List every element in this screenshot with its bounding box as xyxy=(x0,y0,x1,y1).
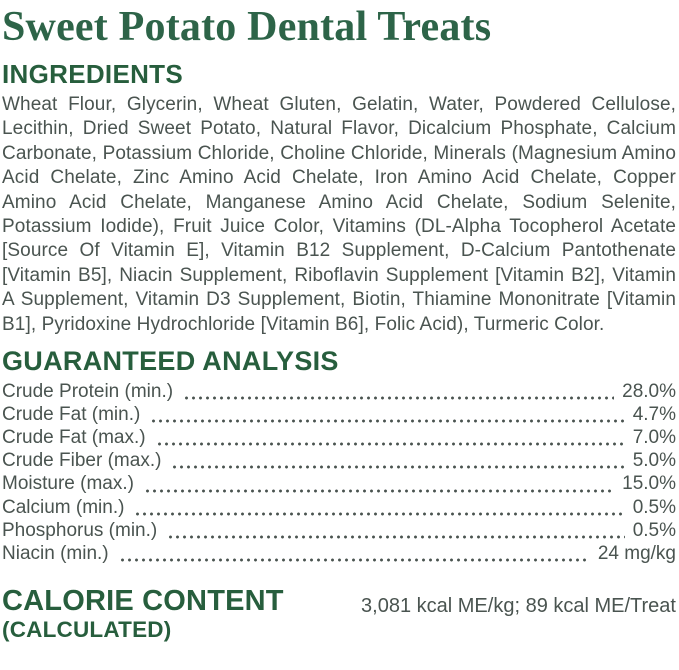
analysis-row: Moisture (max.) 15.0% xyxy=(2,472,676,495)
dot-leader xyxy=(120,551,590,562)
dot-leader xyxy=(152,413,625,424)
analysis-row-label: Calcium (min.) xyxy=(2,496,125,518)
analysis-row-label: Crude Fat (max.) xyxy=(2,427,146,449)
dot-leader xyxy=(157,436,625,447)
analysis-row-value: 4.7% xyxy=(632,404,676,426)
analysis-row-label: Phosphorus (min.) xyxy=(2,519,158,541)
guaranteed-analysis-table: Crude Protein (min.) 28.0% Crude Fat (mi… xyxy=(2,380,676,565)
analysis-row: Niacin (min.) 24 mg/kg xyxy=(2,542,676,565)
calorie-content-heading: CALORIE CONTENT xyxy=(2,584,284,617)
analysis-row: Crude Fat (min.) 4.7% xyxy=(2,403,676,426)
analysis-row-value: 15.0% xyxy=(622,473,676,495)
analysis-row-value: 0.5% xyxy=(632,519,676,541)
dot-leader xyxy=(185,390,615,401)
analysis-row: Crude Protein (min.) 28.0% xyxy=(2,380,676,403)
analysis-row-label: Crude Fat (min.) xyxy=(2,404,141,426)
analysis-row: Calcium (min.) 0.5% xyxy=(2,496,676,519)
dot-leader xyxy=(173,459,625,470)
ingredients-section: INGREDIENTS Wheat Flour, Glycerin, Wheat… xyxy=(2,61,676,337)
analysis-row: Crude Fat (max.) 7.0% xyxy=(2,426,676,449)
calorie-content-section: CALORIE CONTENT (CALCULATED) 3,081 kcal … xyxy=(2,584,676,643)
analysis-row-value: 5.0% xyxy=(632,450,676,472)
dot-leader xyxy=(169,528,625,539)
analysis-row-value: 7.0% xyxy=(632,427,676,449)
calorie-content-value: 3,081 kcal ME/kg; 89 kcal ME/Treat xyxy=(361,594,676,617)
analysis-row-value: 24 mg/kg xyxy=(597,542,676,564)
analysis-row-label: Crude Fiber (max.) xyxy=(2,450,162,472)
analysis-row-label: Moisture (max.) xyxy=(2,473,134,495)
analysis-row-label: Niacin (min.) xyxy=(2,542,109,564)
dot-leader xyxy=(136,505,625,516)
analysis-row-value: 28.0% xyxy=(622,381,676,403)
calorie-content-headings: CALORIE CONTENT (CALCULATED) xyxy=(2,584,284,643)
ingredients-heading: INGREDIENTS xyxy=(2,59,183,89)
guaranteed-analysis-section: GUARANTEED ANALYSIS Crude Protein (min.)… xyxy=(2,348,676,565)
calorie-content-subheading: (CALCULATED) xyxy=(2,617,172,643)
analysis-row: Crude Fiber (max.) 5.0% xyxy=(2,449,676,472)
ingredients-text: Wheat Flour, Glycerin, Wheat Gluten, Gel… xyxy=(2,94,676,335)
dot-leader xyxy=(145,482,615,493)
guaranteed-analysis-heading: GUARANTEED ANALYSIS xyxy=(2,346,339,377)
analysis-row-label: Crude Protein (min.) xyxy=(2,381,174,403)
page-title: Sweet Potato Dental Treats xyxy=(2,4,492,50)
analysis-row-value: 0.5% xyxy=(632,496,676,518)
analysis-row: Phosphorus (min.) 0.5% xyxy=(2,519,676,542)
